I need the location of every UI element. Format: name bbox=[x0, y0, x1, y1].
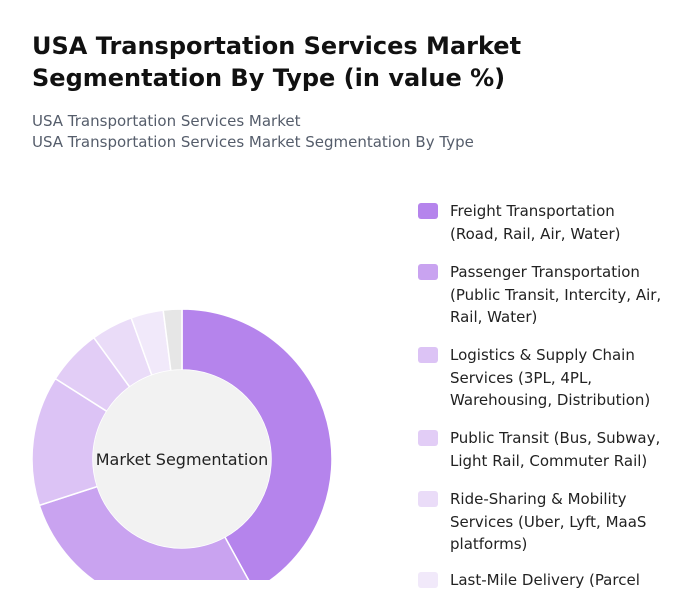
legend-label: Freight Transportation (Road, Rail, Air,… bbox=[450, 202, 621, 243]
chart: Market Segmentation bbox=[31, 308, 333, 580]
legend-item: Freight Transportation (Road, Rail, Air,… bbox=[418, 200, 678, 245]
legend-item: Ride-Sharing & Mobility Services (Uber, … bbox=[418, 488, 678, 556]
legend-item: Logistics & Supply Chain Services (3PL, … bbox=[418, 344, 678, 412]
subtitle: USA Transportation Services Market bbox=[32, 112, 301, 130]
legend-label: Public Transit (Bus, Subway, Light Rail,… bbox=[450, 429, 661, 470]
legend-item: Public Transit (Bus, Subway, Light Rail,… bbox=[418, 427, 678, 472]
legend-label: Passenger Transportation (Public Transit… bbox=[450, 263, 662, 326]
legend-label: Last-Mile Delivery (Parcel bbox=[450, 571, 640, 589]
subtitle: USA Transportation Services Market Segme… bbox=[32, 133, 474, 151]
legend-item: Passenger Transportation (Public Transit… bbox=[418, 261, 678, 329]
center-label: Market Segmentation bbox=[96, 450, 269, 469]
legend-item: Last-Mile Delivery (Parcel bbox=[418, 569, 678, 592]
legend-swatch bbox=[418, 264, 438, 280]
chart-title: USA Transportation Services Market Segme… bbox=[32, 32, 522, 92]
legend-swatch bbox=[418, 347, 438, 363]
legend-swatch bbox=[418, 430, 438, 446]
donut-center bbox=[93, 370, 271, 548]
page: {"chart_data": {"type": "donut", "title"… bbox=[31, 32, 678, 589]
legend-label: Logistics & Supply Chain Services (3PL, … bbox=[450, 346, 651, 409]
legend-swatch bbox=[418, 203, 438, 219]
legend-label: Ride-Sharing & Mobility Services (Uber, … bbox=[450, 490, 647, 553]
legend-swatch bbox=[418, 491, 438, 507]
donut: Market Segmentation bbox=[31, 308, 333, 580]
legend-swatch bbox=[418, 572, 438, 588]
